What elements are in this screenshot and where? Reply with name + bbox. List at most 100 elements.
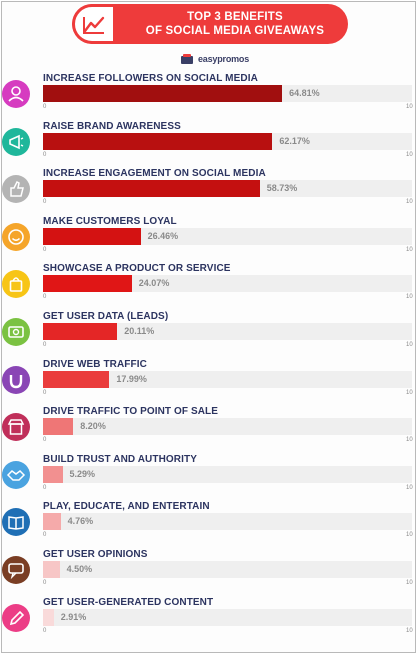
- chart-row: RAISE BRAND AWARENESS 62.17% 0 10: [0, 121, 419, 161]
- bar-track: 26.46%: [43, 227, 412, 245]
- category-label: INCREASE FOLLOWERS ON SOCIAL MEDIA: [43, 73, 258, 84]
- bar: [43, 85, 283, 102]
- category-label: GET USER-GENERATED CONTENT: [43, 596, 214, 608]
- bar: [43, 465, 63, 483]
- bar: [43, 323, 118, 340]
- chart-row: DRIVE WEB TRAFFIC 17.99% 0 10: [0, 359, 419, 399]
- storefront-icon: [2, 413, 30, 442]
- axis-tick-min: 0: [43, 484, 47, 491]
- axis-tick-min: 0: [43, 342, 47, 348]
- header-banner: TOP 3 BENEFITS OF SOCIAL MEDIA GIVEAWAYS: [72, 4, 348, 44]
- axis-tick-max: 10: [406, 484, 413, 491]
- bar-track: 4.76%: [43, 513, 412, 531]
- bar: [43, 418, 74, 436]
- shopping-bag-icon: [2, 270, 30, 299]
- axis-tick-min: 0: [43, 294, 47, 301]
- axis-tick-min: 0: [43, 246, 47, 253]
- chart-row: SHOWCASE A PRODUCT OR SERVICE 24.07% 0 10: [0, 263, 419, 303]
- money-icon: [2, 318, 30, 346]
- value-label: 62.17%: [279, 135, 310, 146]
- bar-track: 64.81%: [43, 85, 412, 102]
- brand-logo: easypromos: [180, 52, 249, 66]
- axis-tick-min: 0: [43, 389, 47, 396]
- thumbs-up-icon: [2, 175, 30, 204]
- bar-track: 62.17%: [43, 132, 412, 150]
- axis-tick-min: 0: [43, 532, 47, 539]
- value-label: 58.73%: [266, 183, 298, 194]
- value-label: 24.07%: [138, 278, 170, 289]
- bar-track: 8.20%: [43, 418, 412, 436]
- chart-row: GET USER OPINIONS 4.50% 0 10: [0, 549, 419, 589]
- chart-row: BUILD TRUST AND AUTHORITY 5.29% 0 10: [0, 454, 419, 494]
- axis-tick-max: 10: [406, 199, 413, 206]
- axis-tick-min: 0: [43, 627, 47, 634]
- category-label: DRIVE WEB TRAFFIC: [43, 358, 147, 370]
- value-label: 2.91%: [60, 611, 87, 622]
- category-label: BUILD TRUST AND AUTHORITY: [43, 453, 197, 465]
- bar-track: 17.99%: [43, 370, 412, 388]
- chart-row: MAKE CUSTOMERS LOYAL 26.46% 0 10: [0, 216, 419, 256]
- bar-track: 5.29%: [43, 465, 412, 483]
- chart-row: GET USER-GENERATED CONTENT 2.91% 0 10: [0, 597, 419, 637]
- value-label: 64.81%: [289, 88, 320, 98]
- bar: [43, 561, 60, 578]
- value-label: 4.50%: [66, 564, 93, 574]
- chart-row: INCREASE ENGAGEMENT ON SOCIAL MEDIA 58.73…: [0, 168, 419, 208]
- axis-tick-min: 0: [43, 104, 47, 110]
- bar-track: 58.73%: [43, 180, 412, 198]
- axis-tick-max: 10: [406, 294, 413, 301]
- category-label: INCREASE ENGAGEMENT ON SOCIAL MEDIA: [43, 168, 266, 180]
- handshake-icon: [2, 460, 30, 489]
- footer-strip: [60, 648, 360, 652]
- bar: [43, 227, 141, 245]
- category-label: DRIVE TRAFFIC TO POINT OF SALE: [43, 406, 219, 418]
- easypromos-logo-icon: [181, 54, 193, 64]
- bar-track: 20.11%: [43, 323, 412, 340]
- axis-tick-min: 0: [43, 580, 47, 586]
- bar-track: 4.50%: [43, 561, 412, 578]
- speech-bubble-icon: [2, 556, 30, 584]
- page-title: TOP 3 BENEFITS OF SOCIAL MEDIA GIVEAWAYS: [145, 11, 325, 37]
- brand-name: easypromos: [198, 54, 250, 64]
- magnet-icon: [2, 365, 30, 394]
- category-label: SHOWCASE A PRODUCT OR SERVICE: [43, 263, 231, 275]
- axis-tick-max: 10: [406, 437, 413, 444]
- axis-tick-max: 10: [406, 246, 413, 253]
- value-label: 20.11%: [124, 326, 155, 336]
- pencil-icon: [2, 603, 30, 632]
- axis-tick-max: 10: [406, 151, 413, 158]
- bar-track: 24.07%: [43, 275, 412, 293]
- category-label: PLAY, EDUCATE, AND ENTERTAIN: [43, 501, 210, 513]
- chart-row: INCREASE FOLLOWERS ON SOCIAL MEDIA 64.81%…: [0, 73, 419, 113]
- value-label: 5.29%: [69, 468, 96, 479]
- axis-tick-min: 0: [43, 199, 47, 206]
- value-label: 26.46%: [147, 230, 179, 241]
- axis-tick-max: 10: [406, 532, 413, 539]
- chart-row: DRIVE TRAFFIC TO POINT OF SALE 8.20% 0 10: [0, 406, 419, 446]
- axis-tick-max: 10: [406, 627, 413, 634]
- axis-tick-max: 10: [406, 342, 413, 348]
- megaphone-icon: [2, 127, 30, 156]
- value-label: 8.20%: [80, 421, 106, 432]
- category-label: GET USER DATA (LEADS): [43, 311, 169, 322]
- category-label: MAKE CUSTOMERS LOYAL: [43, 215, 177, 227]
- book-icon: [2, 508, 30, 537]
- bar: [43, 370, 110, 388]
- value-label: 4.76%: [67, 516, 94, 527]
- category-label: RAISE BRAND AWARENESS: [43, 120, 181, 132]
- users-icon: [2, 80, 30, 108]
- value-label: 17.99%: [116, 373, 147, 384]
- line-chart-icon: [72, 4, 116, 44]
- bar: [43, 513, 61, 531]
- axis-tick-max: 10: [406, 104, 413, 110]
- axis-tick-min: 0: [43, 437, 47, 444]
- axis-tick-min: 0: [43, 151, 47, 158]
- bar: [43, 608, 54, 626]
- bar-track: 2.91%: [43, 608, 412, 626]
- bar: [43, 132, 273, 150]
- category-label: GET USER OPINIONS: [43, 549, 148, 560]
- bar: [43, 180, 260, 198]
- smiley-icon: [2, 222, 30, 251]
- bar: [43, 275, 132, 293]
- axis-tick-max: 10: [406, 389, 413, 396]
